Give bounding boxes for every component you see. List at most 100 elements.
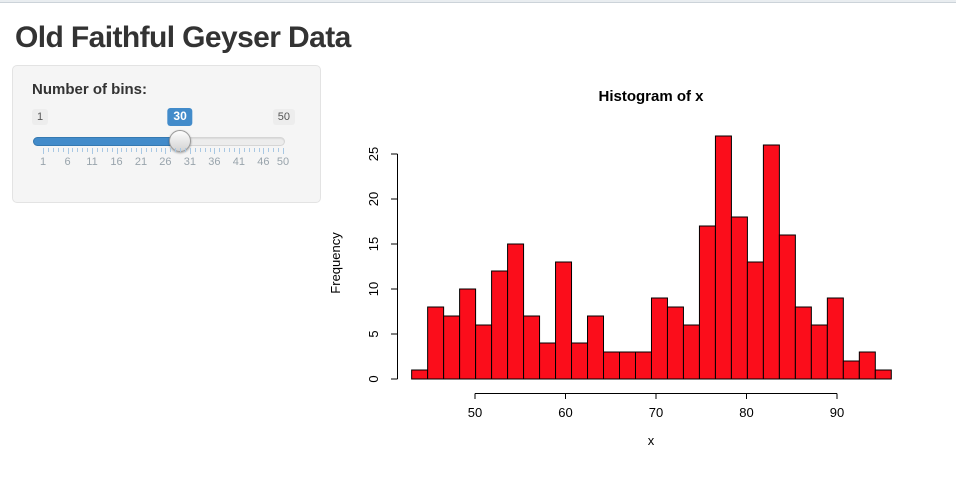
slider-grid-tick [209, 148, 211, 152]
histogram-bar [555, 261, 573, 380]
histogram-bar [858, 351, 876, 380]
slider-grid-label: 6 [64, 156, 71, 168]
x-axis-tick-label: 60 [558, 405, 572, 420]
slider-grid-tick [189, 148, 191, 154]
slider-grid-label: 31 [183, 156, 197, 168]
histogram-bar [714, 135, 732, 380]
histogram-bar [571, 342, 589, 380]
histogram-bar [746, 261, 764, 380]
slider-grid-tick [131, 148, 133, 152]
slider-grid-tick [47, 148, 49, 152]
histogram-bar [619, 351, 636, 380]
x-axis-label: x [648, 433, 655, 448]
slider-grid-tick [145, 148, 147, 152]
y-axis-tick-label: 25 [366, 147, 381, 161]
sidebar-panel: Number of bins: 1 50 30 1 6 11 16 21 26 31 36 41… [12, 65, 321, 203]
x-axis-tick-label: 80 [739, 405, 753, 420]
slider-grid-tick [238, 148, 240, 154]
slider-grid-tick [160, 148, 162, 152]
slider-grid-tick [248, 148, 250, 152]
slider-grid-tick [62, 148, 64, 152]
slider-grid-tick [121, 148, 123, 152]
slider-grid-tick [77, 148, 79, 152]
slider-grid-tick [219, 148, 221, 152]
slider-grid-tick [155, 148, 157, 152]
slider-grid-tick [273, 148, 275, 152]
slider-grid-tick [150, 148, 152, 152]
bins-slider[interactable]: 1 50 30 1 6 11 16 21 26 31 36 41 46 50 [13, 66, 320, 202]
slider-grid-tick [87, 148, 89, 152]
x-axis-tick-label: 70 [649, 405, 663, 420]
slider-grid-tick [111, 148, 113, 152]
histogram-bar [634, 351, 652, 380]
y-axis-tick-label: 15 [366, 237, 381, 251]
slider-grid-tick [258, 148, 260, 152]
histogram-bar [603, 351, 621, 380]
slider-grid-tick [126, 148, 128, 152]
histogram-bar [826, 297, 844, 380]
x-axis-tick-label: 50 [468, 405, 482, 420]
slider-grid-tick [243, 148, 245, 152]
y-axis-tick-label: 0 [366, 375, 381, 382]
histogram-bar [730, 216, 748, 380]
y-axis-tick-label: 10 [366, 282, 381, 296]
histogram-bar [411, 369, 429, 380]
histogram-svg: 50 60 70 80 90 0 5 10 15 20 25 Histogram of x x Frequ… [328, 88, 892, 448]
histogram-bar [443, 315, 461, 380]
histogram-plot: 50 60 70 80 90 0 5 10 15 20 25 Histogram of x x Frequ… [328, 63, 956, 478]
slider-grid-label: 1 [39, 156, 47, 168]
slider-grid-tick [72, 148, 74, 152]
slider-grid-tick [165, 148, 167, 154]
slider-grid-tick [92, 148, 93, 154]
histogram-bar [475, 324, 493, 380]
slider-grid-tick [141, 148, 142, 154]
x-axis-tick-label: 90 [830, 405, 844, 420]
slider-grid-tick [199, 148, 201, 152]
histogram-bar [459, 288, 477, 380]
slider-grid-label: 21 [134, 156, 148, 168]
histogram-bar [427, 306, 445, 380]
histogram-bar [539, 342, 557, 380]
slider-grid-tick [253, 148, 255, 152]
slider-grid-label: 50 [276, 156, 290, 168]
slider-grid-tick [116, 148, 118, 154]
slider-max-label: 50 [272, 109, 295, 126]
slider-grid-tick [229, 148, 231, 152]
slider-grid-tick [194, 148, 196, 152]
slider-min-label: 1 [32, 109, 49, 126]
histogram-bar [650, 297, 668, 380]
histogram-bar [698, 225, 716, 380]
slider-grid-tick [283, 148, 284, 154]
slider-grid-tick [82, 148, 84, 152]
slider-grid-label: 11 [86, 156, 98, 168]
slider-grid-label: 16 [110, 156, 123, 168]
slider-grid-tick [234, 148, 235, 152]
slider-grid-label: 41 [232, 156, 246, 168]
slider-grid-tick [43, 148, 44, 154]
histogram-bar [778, 234, 796, 380]
slider-grid-tick [57, 148, 59, 152]
slider-grid-tick [175, 148, 177, 152]
slider-grid-tick [224, 148, 226, 152]
window-top-edge [0, 0, 956, 3]
slider-grid-tick [214, 148, 216, 154]
slider-value-badge: 30 [167, 108, 193, 126]
histogram-bar [587, 315, 605, 380]
slider-grid-tick [263, 148, 265, 154]
slider-grid-tick [67, 148, 69, 154]
histogram-bar [842, 360, 860, 380]
histogram-bar [874, 369, 892, 380]
histogram-bar [666, 306, 684, 380]
slider-grid-tick [170, 148, 172, 152]
slider-grid-tick [101, 148, 103, 152]
slider-grid-tick [52, 148, 54, 152]
y-axis-tick-label: 20 [366, 192, 381, 206]
slider-grid-tick [185, 148, 186, 152]
histogram-bar [794, 306, 812, 380]
slider-grid-tick [96, 148, 98, 152]
y-axis-label: Frequency [330, 232, 343, 294]
slider-grid: 1 6 11 16 21 26 31 36 41 46 50 [13, 148, 320, 172]
slider-grid-tick [180, 148, 182, 152]
histogram-bar [523, 315, 541, 380]
histogram-bar [762, 144, 780, 380]
